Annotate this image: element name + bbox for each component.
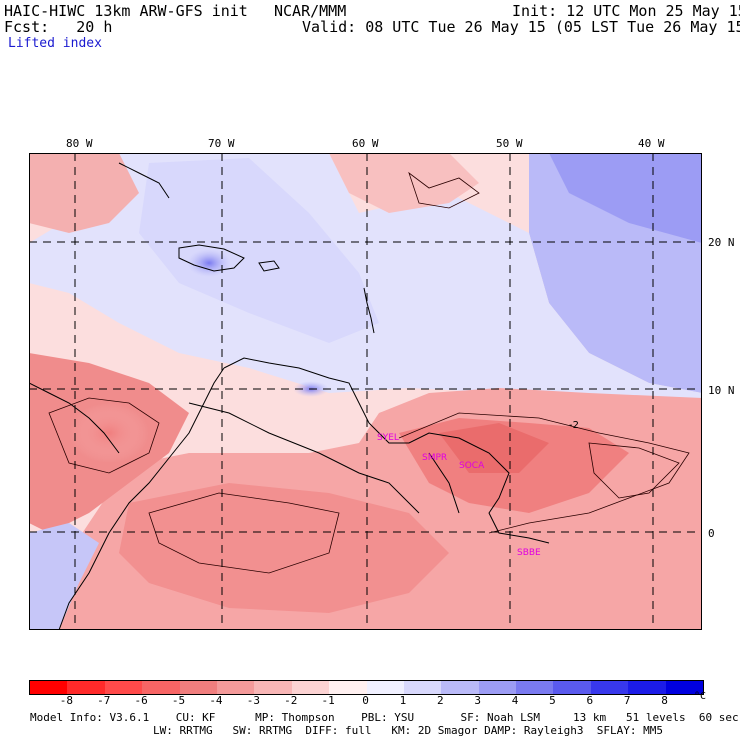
coast-cuba <box>118 162 170 199</box>
blue-region-pacific <box>29 523 99 630</box>
footer-model-info: Model Info: V3.6.1 CU: KF MP: Thompson P… <box>30 711 739 724</box>
colorbar-swatch <box>403 681 442 694</box>
colorbar-label: 8 <box>661 694 668 707</box>
org-label: NCAR/MMM <box>274 2 347 20</box>
station-syel: SYEL <box>377 433 399 443</box>
colorbar-label: -4 <box>209 694 223 707</box>
colorbar-swatch <box>30 681 68 694</box>
colorbar-label: -7 <box>97 694 111 707</box>
colorbar-label: 0 <box>362 694 369 707</box>
lon-label-80w: 80 W <box>66 137 93 150</box>
contour-east <box>588 442 680 499</box>
colorbar-label: -3 <box>246 694 260 707</box>
colorbar-label: -5 <box>171 694 186 707</box>
colorbar <box>29 680 704 695</box>
colorbar-swatch <box>553 681 591 694</box>
contour-north <box>408 171 480 209</box>
lon-label-70w: 70 W <box>208 137 235 150</box>
map-frame <box>29 153 702 630</box>
blue-region-caribbean <box>139 158 379 343</box>
colorbar-swatch <box>216 681 255 694</box>
colorbar-label: 5 <box>549 694 556 707</box>
lon-label-50w: 50 W <box>496 137 523 150</box>
colorbar-unit: °C <box>694 691 707 702</box>
coast-central-america <box>29 382 120 454</box>
lat-label-0: 0 <box>708 527 715 540</box>
init-time: Init: 12 UTC Mon 25 May 15 <box>512 2 740 20</box>
lat-label-10n: 10 N <box>708 384 735 397</box>
map-panel: SYEL SMPR SOCA SBBE -2 <box>29 153 702 630</box>
colorbar-label: 6 <box>586 694 594 707</box>
colorbar-label: 4 <box>511 694 519 707</box>
colorbar-label: 7 <box>623 694 631 707</box>
colorbar-label: -6 <box>134 694 148 707</box>
colorbar-label: -8 <box>59 694 73 707</box>
coast-puerto-rico <box>258 260 280 272</box>
coastlines <box>29 162 550 630</box>
colorbar-swatch <box>179 681 217 694</box>
graticule <box>29 153 702 630</box>
lifted-index-map: SYEL SMPR SOCA SBBE -2 <box>29 153 702 630</box>
colorbar-label: 2 <box>436 694 444 707</box>
lon-label-40w: 40 W <box>638 137 665 150</box>
colorbar-swatch <box>291 681 330 694</box>
valid-time: Valid: 08 UTC Tue 26 May 15 (05 LST Tue … <box>302 18 740 36</box>
colorbar-swatch <box>516 681 554 694</box>
colorbar-swatch <box>329 681 367 694</box>
border-guyana-suriname <box>428 452 460 514</box>
colorbar-swatch <box>441 681 479 694</box>
model-title: HAIC-HIWC 13km ARW-GFS init <box>4 2 248 20</box>
colorbar-label: -1 <box>321 694 335 707</box>
contour-label: -2 <box>569 420 579 431</box>
forecast-hour: Fcst: 20 h <box>4 18 113 36</box>
red-core-guianas <box>439 423 549 473</box>
colorbar-swatch <box>628 681 666 694</box>
colorbar-swatch <box>254 681 292 694</box>
colorbar-label: 3 <box>474 694 481 707</box>
contour-colombia <box>48 397 160 474</box>
colorbar-swatch <box>366 681 404 694</box>
colorbar-swatch <box>104 681 143 694</box>
station-smpr: SMPR <box>422 453 447 463</box>
station-soca: SOCA <box>459 461 485 471</box>
colorbar-swatch <box>665 681 704 694</box>
contour-guianas <box>398 412 690 534</box>
coast-south-america-north <box>223 357 550 544</box>
colorbar-label: -2 <box>284 694 298 707</box>
border-venezuela-brazil <box>188 402 420 514</box>
coast-colombia-pacific <box>58 367 225 630</box>
blue-cell-hispaniola <box>187 249 231 277</box>
contours <box>48 171 690 574</box>
contour-amazon <box>148 492 340 574</box>
colorbar-swatch <box>67 681 105 694</box>
footer-physics-info: LW: RRTMG SW: RRTMG DIFF: full KM: 2D Sm… <box>153 724 663 737</box>
coast-hispaniola <box>178 244 245 272</box>
colorbar-swatch <box>478 681 517 694</box>
field-name: Lifted index <box>8 36 102 51</box>
colorbar-label: 1 <box>399 694 407 707</box>
coast-lesser-antilles <box>363 287 375 334</box>
pink-region-nw <box>29 153 139 233</box>
blue-region-ne-core <box>549 153 702 243</box>
lon-label-60w: 60 W <box>352 137 379 150</box>
station-sbbe: SBBE <box>517 548 541 558</box>
lat-label-20n: 20 N <box>708 236 735 249</box>
colorbar-swatch <box>590 681 629 694</box>
colorbar-swatch <box>142 681 180 694</box>
